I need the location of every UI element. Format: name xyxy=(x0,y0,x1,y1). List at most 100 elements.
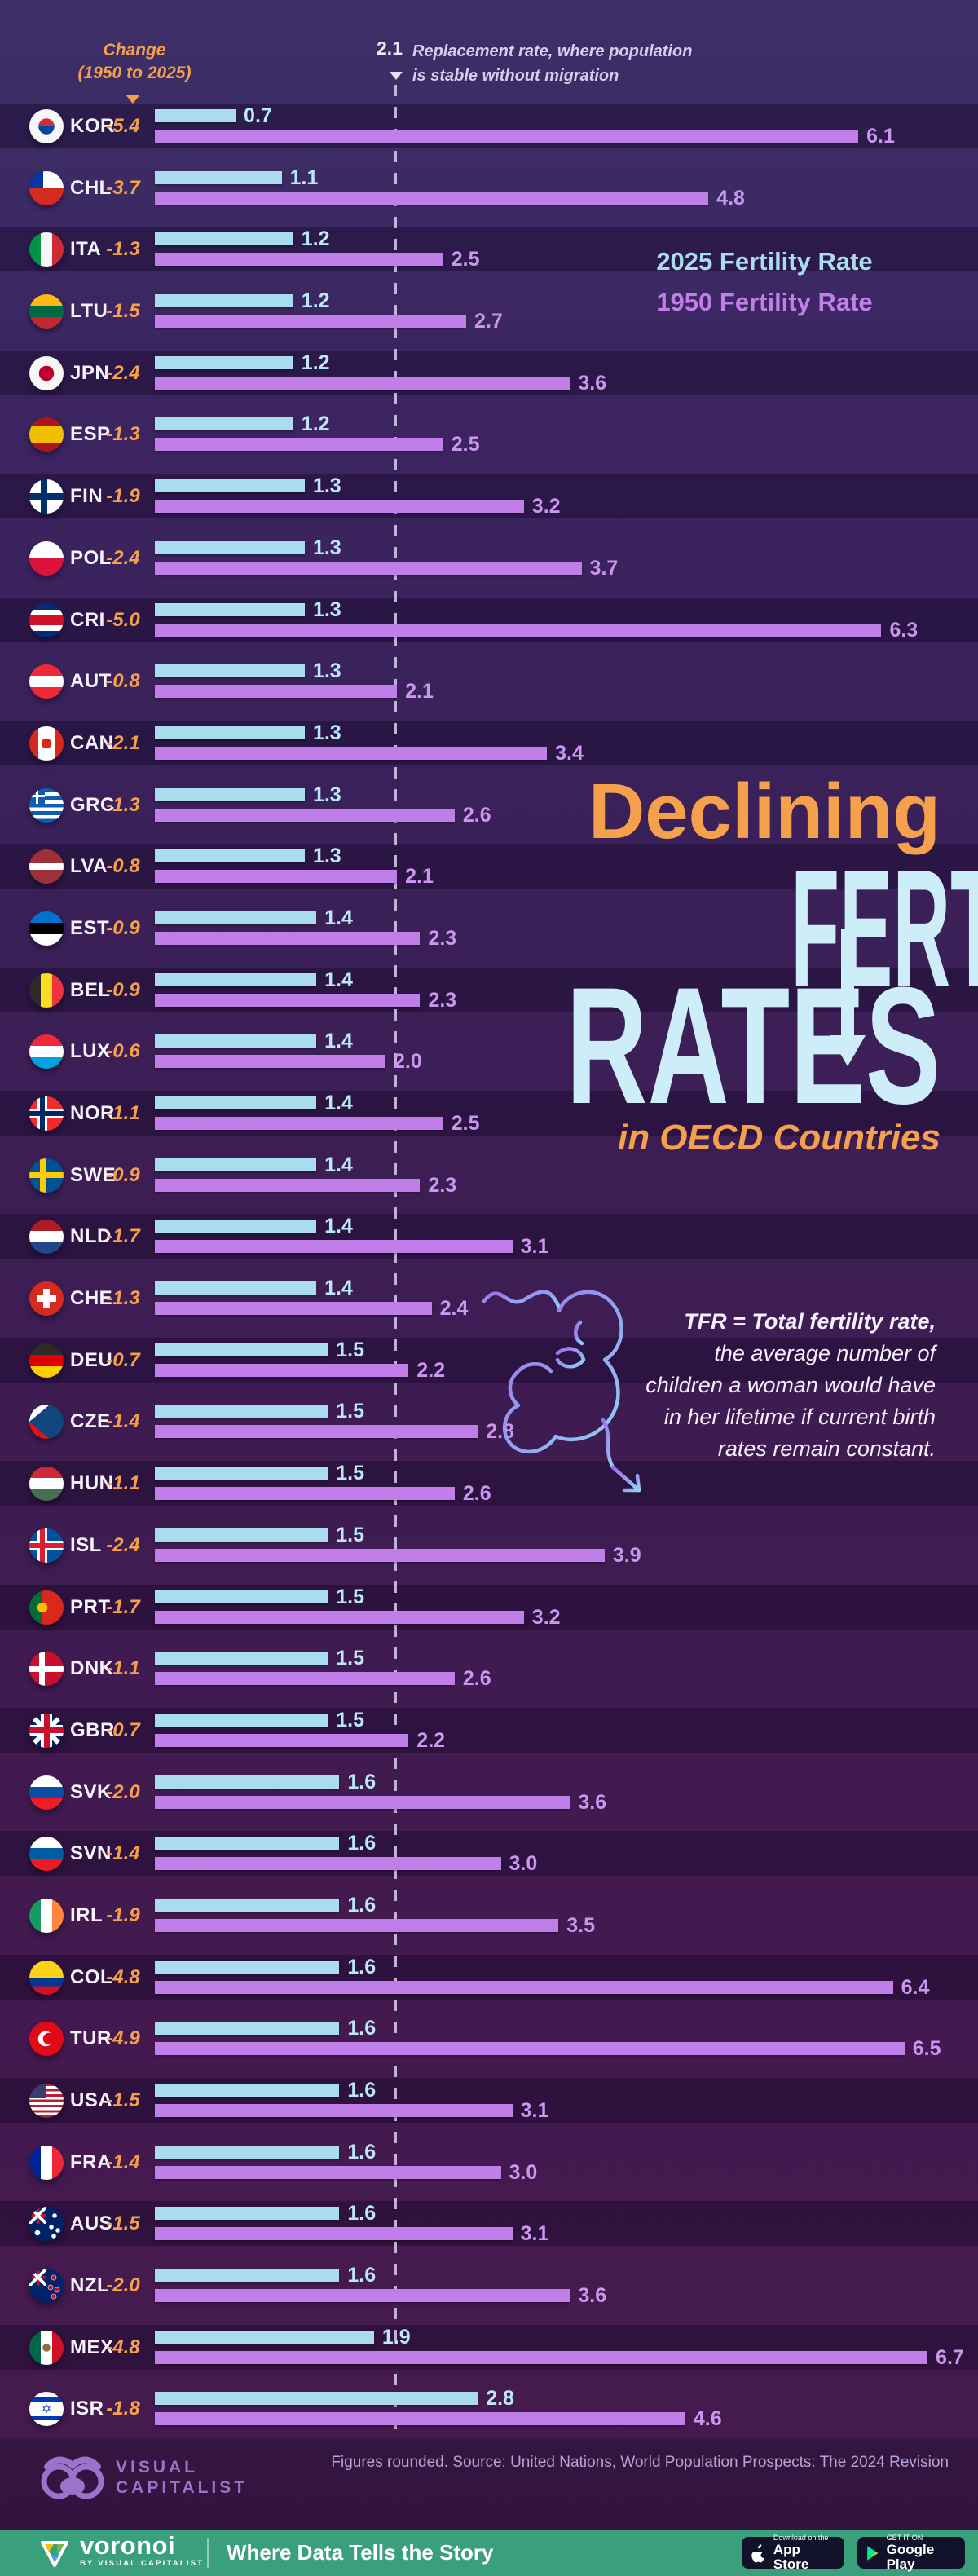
change-value: -2.4 xyxy=(106,361,140,384)
label-1950-rate: 3.2 xyxy=(531,495,561,518)
change-value: -2.1 xyxy=(106,731,140,754)
bar-1950-rate xyxy=(155,315,467,329)
change-column-label: Change (1950 to 2025) xyxy=(57,39,212,85)
label-2025-rate: 1.4 xyxy=(324,1092,353,1114)
page-title: Declining FERTILITY RATES in OECD Countr… xyxy=(354,770,978,1162)
bar-2025-rate xyxy=(155,2269,340,2283)
country-row-dnk: DNK -1.1 1.5 2.6 xyxy=(0,1638,978,1700)
grc-flag-icon xyxy=(29,787,64,823)
label-1950-rate: 2.6 xyxy=(462,803,491,827)
ltu-flag-icon xyxy=(29,294,64,329)
label-2025-rate: 1.3 xyxy=(312,783,341,806)
change-value: -2.0 xyxy=(106,2274,140,2297)
bar-1950-rate xyxy=(155,1672,455,1686)
label-1950-rate: 6.3 xyxy=(889,618,919,642)
bar-2025-rate xyxy=(155,170,282,184)
label-1950-rate: 2.5 xyxy=(451,433,480,457)
country-code: LUX xyxy=(70,1040,111,1063)
country-row-mex: MEX -4.8 1.9 6.7 xyxy=(0,2317,978,2379)
change-value: -1.5 xyxy=(106,2212,140,2235)
change-value: -4.9 xyxy=(106,2027,140,2050)
bar-1950-rate xyxy=(155,1117,443,1130)
label-1950-rate: 4.8 xyxy=(716,186,745,210)
label-1950-rate: 2.3 xyxy=(428,988,457,1012)
replacement-rate-dashed-line xyxy=(394,85,397,2437)
country-row-irl: IRL -1.9 1.6 3.5 xyxy=(0,1885,978,1947)
label-1950-rate: 2.1 xyxy=(405,680,434,704)
label-2025-rate: 1.5 xyxy=(336,1708,365,1731)
cri-flag-icon xyxy=(29,602,64,637)
label-1950-rate: 2.8 xyxy=(486,1420,514,1444)
bar-1950-rate xyxy=(155,500,524,514)
label-1950-rate: 3.4 xyxy=(555,741,584,765)
label-1950-rate: 2.5 xyxy=(451,1112,480,1135)
google-play-line1: GET IT ON xyxy=(886,2534,923,2542)
google-play-badge[interactable]: GET IT ON Google Play xyxy=(857,2534,965,2572)
bar-2025-rate xyxy=(155,1220,317,1233)
country-code: EST xyxy=(70,916,110,939)
bar-1950-rate xyxy=(155,253,443,267)
prt-flag-icon xyxy=(29,1590,64,1625)
label-2025-rate: 1.9 xyxy=(381,2325,411,2349)
title-subtitle: in OECD Countries xyxy=(617,1118,941,1158)
tfr-definition-note: TFR = Total fertility rate, the average … xyxy=(645,1309,936,1461)
label-1950-rate: 3.1 xyxy=(520,1235,549,1259)
voronoi-brand[interactable]: voronoi BY VISUAL CAPITALIST xyxy=(80,2533,204,2569)
label-1950-rate: 2.0 xyxy=(394,1050,422,1074)
bar-2025-rate xyxy=(155,2022,340,2036)
change-value: -0.8 xyxy=(106,670,140,693)
bar-1950-rate xyxy=(155,1178,421,1192)
fin-flag-icon xyxy=(29,479,64,514)
bar-1950-rate xyxy=(155,2165,501,2179)
apple-icon xyxy=(751,2543,764,2562)
bar-2025-rate xyxy=(155,1405,328,1418)
country-code: FRA xyxy=(70,2150,112,2173)
label-2025-rate: 1.4 xyxy=(324,968,353,991)
label-2025-rate: 1.2 xyxy=(301,412,330,436)
bar-1950-rate xyxy=(155,1302,432,1316)
bar-2025-rate xyxy=(155,417,293,431)
label-1950-rate: 3.0 xyxy=(509,1852,538,1876)
bar-2025-rate xyxy=(155,726,305,739)
legend: 2025 Fertility Rate 1950 Fertility Rate xyxy=(642,241,887,323)
aut-flag-icon xyxy=(29,664,64,699)
country-row-ltu: LTU -1.5 1.2 2.7 xyxy=(0,280,978,342)
visual-capitalist-logo[interactable]: VISUAL CAPITALIST xyxy=(39,2452,248,2503)
change-value: -0.9 xyxy=(106,978,140,1001)
bar-1950-rate xyxy=(155,623,882,637)
esp-flag-icon xyxy=(29,417,64,452)
kor-flag-icon xyxy=(29,109,64,143)
label-1950-rate: 3.6 xyxy=(578,1790,607,1814)
bar-1950-rate xyxy=(155,746,548,760)
country-row-isl: ISL -2.4 1.5 3.9 xyxy=(0,1515,978,1577)
country-code: FIN xyxy=(70,485,104,508)
label-1950-rate: 3.5 xyxy=(566,1913,596,1937)
country-code: SWE xyxy=(70,1163,117,1186)
bar-1950-rate xyxy=(155,1240,513,1254)
vc-text-line2: CAPITALIST xyxy=(116,2478,249,2497)
change-value: -3.7 xyxy=(106,176,140,199)
bar-1950-rate xyxy=(155,438,443,452)
bar-2025-rate xyxy=(155,1837,340,1850)
col-flag-icon xyxy=(29,1960,64,1995)
country-row-svk: SVK -2.0 1.6 3.6 xyxy=(0,1762,978,1824)
country-code: COL xyxy=(70,1965,113,1988)
ita-flag-icon xyxy=(29,232,64,267)
change-label-line2: (1950 to 2025) xyxy=(77,64,192,82)
change-pointer-triangle-icon xyxy=(126,95,140,104)
bar-2025-rate xyxy=(155,1034,317,1048)
aus-flag-icon xyxy=(29,2207,64,2242)
country-row-hun: HUN -1.1 1.5 2.6 xyxy=(0,1453,978,1515)
bar-1950-rate xyxy=(155,2412,685,2426)
label-1950-rate: 6.4 xyxy=(901,1975,930,1999)
label-2025-rate: 1.6 xyxy=(347,2017,377,2040)
label-2025-rate: 1.6 xyxy=(347,1893,377,1917)
replacement-rate-value: 2.1 xyxy=(377,37,403,59)
country-row-svn: SVN -1.4 1.6 3.0 xyxy=(0,1823,978,1885)
google-play-icon xyxy=(867,2545,879,2561)
vc-text-line1: VISUAL xyxy=(116,2458,199,2477)
change-value: -0.9 xyxy=(106,1163,140,1186)
country-code: LTU xyxy=(70,300,108,323)
app-store-badge[interactable]: Download on the App Store xyxy=(742,2534,844,2572)
